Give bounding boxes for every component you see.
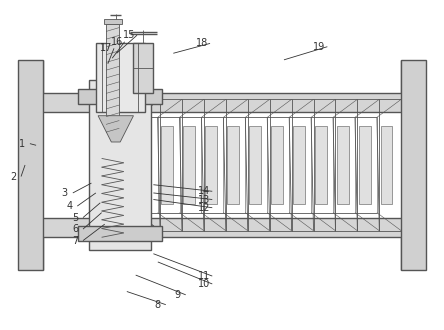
Text: 14: 14 [198, 186, 210, 196]
Bar [89, 80, 151, 250]
Bar [315, 126, 327, 204]
Bar [96, 44, 145, 113]
Bar [337, 126, 349, 204]
Text: 1: 1 [19, 139, 25, 148]
Bar [23, 217, 421, 237]
Bar [18, 60, 43, 270]
Bar [106, 24, 119, 132]
Text: 11: 11 [198, 271, 210, 281]
Text: 6: 6 [72, 224, 78, 234]
Bar [227, 126, 239, 204]
Text: 17: 17 [100, 43, 112, 53]
Text: 7: 7 [72, 236, 78, 246]
Text: 10: 10 [198, 279, 210, 289]
Text: 12: 12 [198, 203, 210, 213]
Text: 13: 13 [198, 194, 210, 205]
Bar [161, 126, 173, 204]
Bar [359, 126, 371, 204]
Bar [78, 226, 162, 241]
Bar [401, 60, 426, 270]
Text: 16: 16 [111, 37, 123, 47]
Text: 19: 19 [313, 42, 325, 52]
Text: 15: 15 [123, 30, 135, 40]
Bar [249, 126, 261, 204]
Bar [134, 44, 153, 93]
Bar [183, 126, 195, 204]
Text: 9: 9 [174, 290, 181, 300]
Text: 2: 2 [10, 172, 16, 182]
Bar [381, 126, 392, 204]
Polygon shape [98, 116, 134, 142]
Bar [293, 126, 305, 204]
Text: 8: 8 [155, 300, 161, 310]
Bar [78, 89, 162, 104]
Text: 18: 18 [196, 38, 208, 49]
Text: 3: 3 [62, 188, 68, 198]
Bar [23, 93, 421, 113]
Bar [104, 19, 122, 24]
Bar [205, 126, 217, 204]
Bar [271, 126, 283, 204]
Text: 5: 5 [72, 213, 78, 222]
Text: 4: 4 [66, 201, 72, 211]
